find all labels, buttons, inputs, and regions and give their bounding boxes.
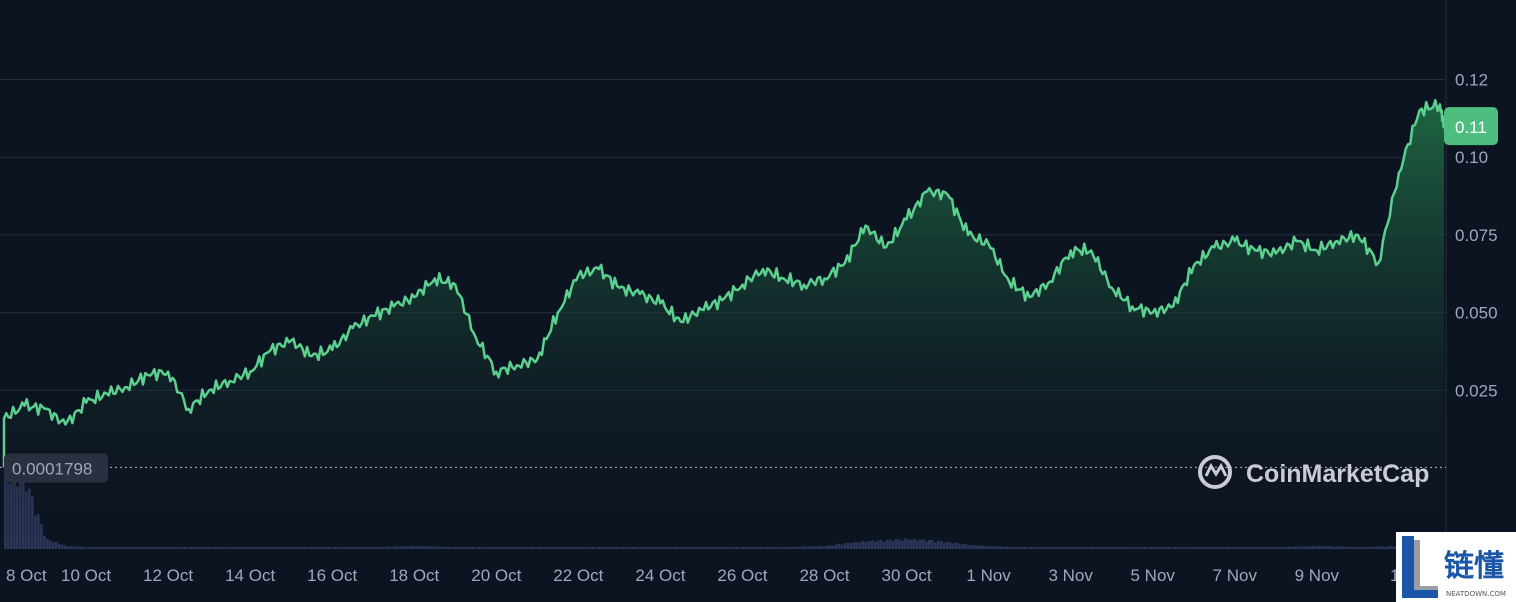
x-tick-label: 20 Oct (471, 566, 521, 585)
neatdown-en-text: NEATDOWN.COM (1446, 590, 1506, 598)
y-tick-label: 0.075 (1455, 226, 1498, 245)
current-price-badge: 0.11 (1444, 107, 1498, 146)
start-price-label: 0.0001798 (4, 453, 108, 483)
x-tick-label: 14 Oct (225, 566, 275, 585)
price-line (2, 98, 1446, 468)
coinmarketcap-logo-icon (1198, 455, 1232, 489)
x-tick-label: 26 Oct (717, 566, 767, 585)
x-tick-label: 22 Oct (553, 566, 603, 585)
x-tick-label: 24 Oct (635, 566, 685, 585)
x-tick-label: 3 Nov (1048, 566, 1093, 585)
x-tick-label: 9 Nov (1295, 566, 1340, 585)
x-tick-label: 12 Oct (143, 566, 193, 585)
x-tick-label: 8 Oct (6, 566, 47, 585)
y-tick-label: 0.12 (1455, 71, 1488, 90)
y-axis-ticks: 0.025 0.050 0.075 0.10 0.12 (1455, 71, 1498, 401)
x-axis-ticks: 8 Oct 10 Oct 12 Oct 14 Oct 16 Oct 18 Oct 20 Oc… (6, 566, 1408, 585)
neatdown-l-logo-icon (1402, 536, 1438, 598)
y-tick-label: 0.050 (1455, 304, 1498, 323)
x-tick-label: 28 Oct (799, 566, 849, 585)
neatdown-cn-text: 链懂 (1444, 549, 1504, 584)
x-tick-label: 30 Oct (882, 566, 932, 585)
watermark-brand-name: CoinMarketCap (1246, 460, 1429, 488)
y-tick-label: 0.025 (1455, 381, 1498, 400)
x-tick-label: 1 Nov (966, 566, 1011, 585)
price-area-fill (4, 100, 1444, 549)
x-tick-label: 16 Oct (307, 566, 357, 585)
x-tick-label: 7 Nov (1213, 566, 1258, 585)
start-price-value: 0.0001798 (12, 459, 92, 478)
coinmarketcap-watermark: CoinMarketCap (1198, 455, 1429, 489)
y-tick-label: 0.10 (1455, 148, 1488, 167)
current-price-value: 0.11 (1455, 118, 1487, 137)
neatdown-logo: 链懂 NEATDOWN.COM (1396, 532, 1516, 602)
x-tick-label: 5 Nov (1131, 566, 1176, 585)
x-tick-label: 18 Oct (389, 566, 439, 585)
x-tick-label: 10 Oct (61, 566, 111, 585)
